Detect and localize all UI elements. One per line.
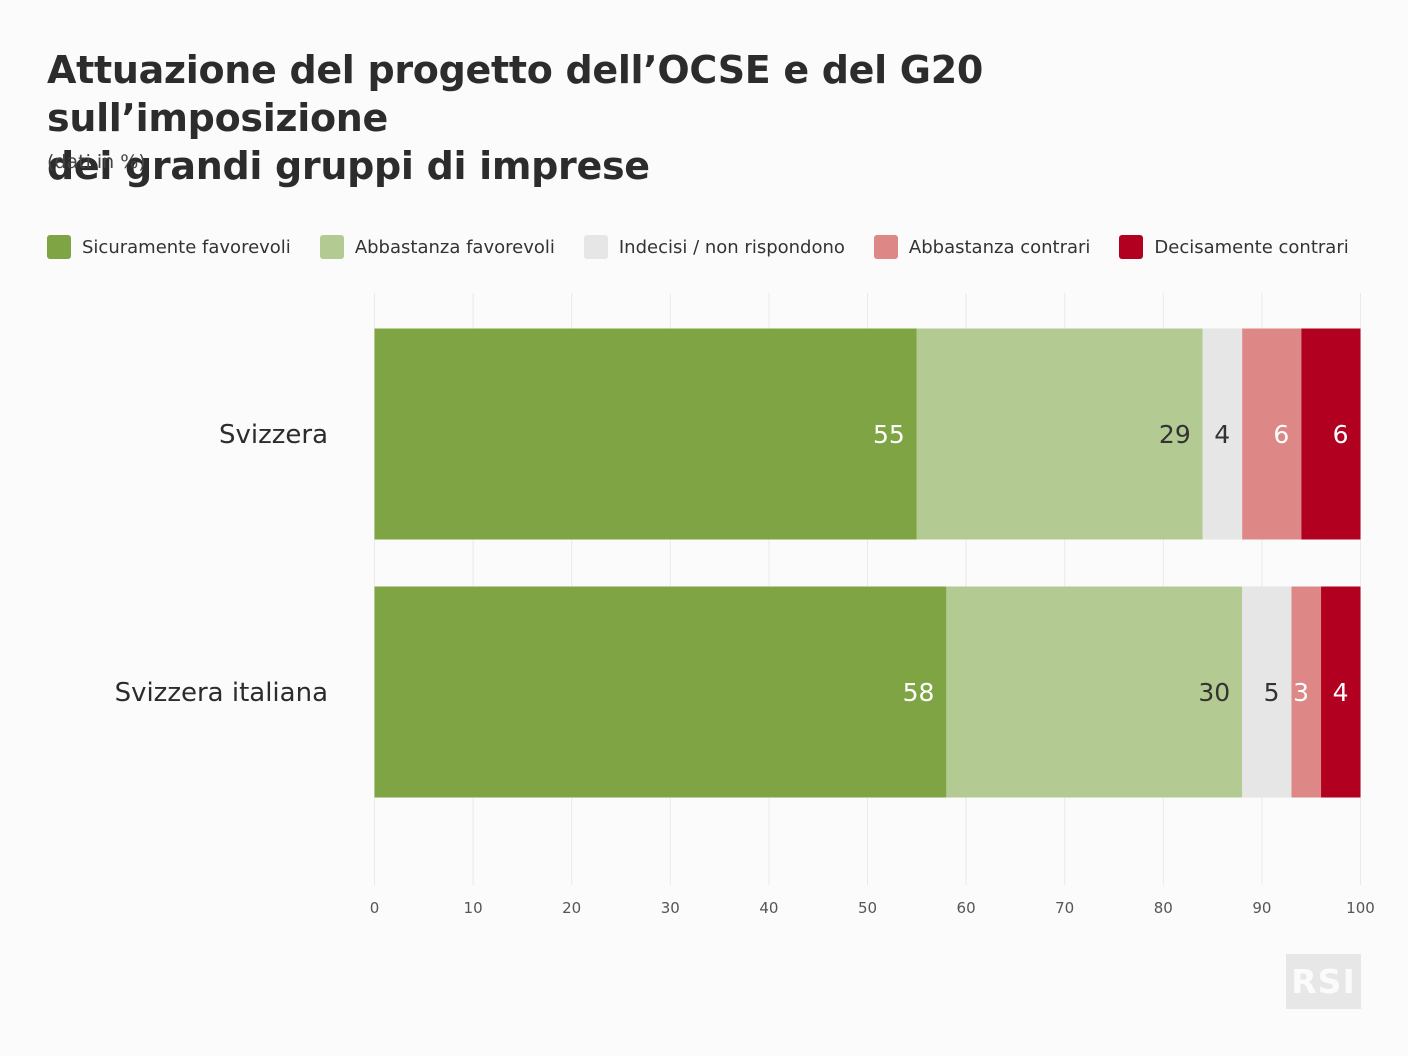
x-tick-label: 50 (858, 899, 877, 917)
category-labels: Svizzera Svizzera italiana (115, 420, 328, 708)
bar-segment (1301, 328, 1361, 540)
category-label: Svizzera (219, 420, 328, 450)
x-tick-label: 70 (1055, 899, 1074, 917)
data-label: 55 (873, 420, 905, 449)
x-tick-label: 0 (370, 899, 380, 917)
legend-item-abbastanza-contrari: Abbastanza contrari (873, 235, 1091, 259)
legend-label: Indecisi / non rispondono (618, 236, 845, 258)
data-label: 30 (1198, 678, 1230, 707)
x-tick-label: 40 (759, 899, 778, 917)
bar-segment (1321, 586, 1361, 798)
chart-subtitle: (dati in %) (47, 151, 146, 173)
data-label: 6 (1273, 420, 1289, 449)
x-axis-tick-labels: 0 10 20 30 40 50 60 70 80 90 100 (370, 899, 1375, 917)
legend-swatch (1119, 235, 1144, 259)
legend-item-abbastanza-favorevoli: Abbastanza favorevoli (319, 235, 555, 259)
legend-label: Decisamente contrari (1154, 236, 1349, 258)
bar-segment (1291, 586, 1322, 798)
bar-segment (1242, 328, 1302, 540)
legend-item-sicuramente-favorevoli: Sicuramente favorevoli (47, 235, 291, 259)
chart-title-line-1: Attuazione del progetto dell’OCSE e del … (47, 48, 983, 140)
bars: 55 29 4 6 658 30 5 3 4 (374, 328, 1361, 798)
data-label: 4 (1214, 420, 1230, 449)
legend-swatch (47, 235, 71, 259)
chart-title: Attuazione del progetto dell’OCSE e del … (47, 46, 1307, 190)
data-label: 6 (1333, 420, 1349, 449)
category-label: Svizzera italiana (115, 678, 328, 708)
x-tick-label: 90 (1252, 899, 1271, 917)
bar-segment (1202, 328, 1243, 540)
legend-swatch (873, 235, 898, 259)
legend-label: Abbastanza favorevoli (354, 236, 555, 258)
x-tick-label: 30 (661, 899, 680, 917)
x-tick-label: 80 (1154, 899, 1173, 917)
legend-item-decisamente-contrari: Decisamente contrari (1119, 235, 1349, 259)
data-label: 5 (1264, 678, 1280, 707)
legend-label: Sicuramente favorevoli (82, 236, 291, 258)
bar-segment (374, 586, 947, 798)
rsi-logo: RSI (1286, 954, 1361, 1009)
legend-item-indecisi: Indecisi / non rispondono (583, 235, 845, 259)
x-tick-label: 20 (562, 899, 581, 917)
data-label: 29 (1159, 420, 1191, 449)
bar-segment (374, 328, 917, 540)
bar-segment (1242, 586, 1292, 798)
x-tick-label: 60 (957, 899, 976, 917)
legend-swatch (583, 235, 608, 259)
x-tick-label: 10 (464, 899, 483, 917)
legend-label: Abbastanza contrari (908, 236, 1091, 258)
bar-segment (946, 586, 1243, 798)
chart-title-line-2: dei grandi gruppi di imprese (47, 144, 650, 188)
legend-swatch (319, 235, 344, 259)
bar-segment (916, 328, 1203, 540)
data-label: 58 (903, 678, 935, 707)
data-label: 4 (1333, 678, 1349, 707)
x-tick-label: 100 (1346, 899, 1375, 917)
data-label: 3 (1293, 678, 1309, 707)
legend: Sicuramente favorevoli Abbastanza favore… (47, 233, 1378, 261)
